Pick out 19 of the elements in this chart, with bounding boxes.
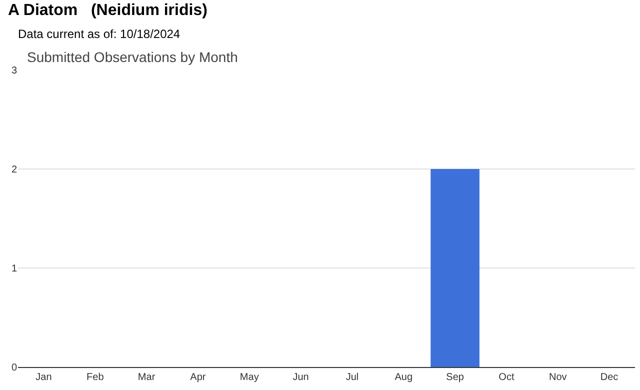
text: Submitted Observations by Month (27, 49, 238, 65)
y-tick-label: 3 (11, 66, 18, 76)
y-tick-label: 1 (11, 264, 18, 274)
x-tick-label: Mar (138, 372, 156, 383)
y-tick-label: 0 (11, 362, 18, 374)
x-tick-label: Apr (190, 372, 206, 383)
x-tick-label: Jan (36, 372, 52, 383)
x-tick-label: Jun (292, 372, 309, 383)
x-tick-label: Sep (446, 372, 464, 383)
chart-title: A Diatom (Neidium iridis) (8, 2, 208, 19)
x-tick-label: Jul (346, 372, 359, 383)
x-tick-label: Dec (600, 372, 618, 383)
y-tick-label: 2 (11, 164, 18, 176)
x-tick-label: Oct (498, 372, 514, 383)
x-tick-label: Nov (548, 372, 567, 383)
chart-subtitle: Data current as of: 10/18/2024 (18, 27, 180, 41)
x-tick-label: Aug (394, 372, 413, 383)
x-tick-label: May (240, 372, 259, 383)
x-tick-label: Feb (86, 372, 104, 383)
